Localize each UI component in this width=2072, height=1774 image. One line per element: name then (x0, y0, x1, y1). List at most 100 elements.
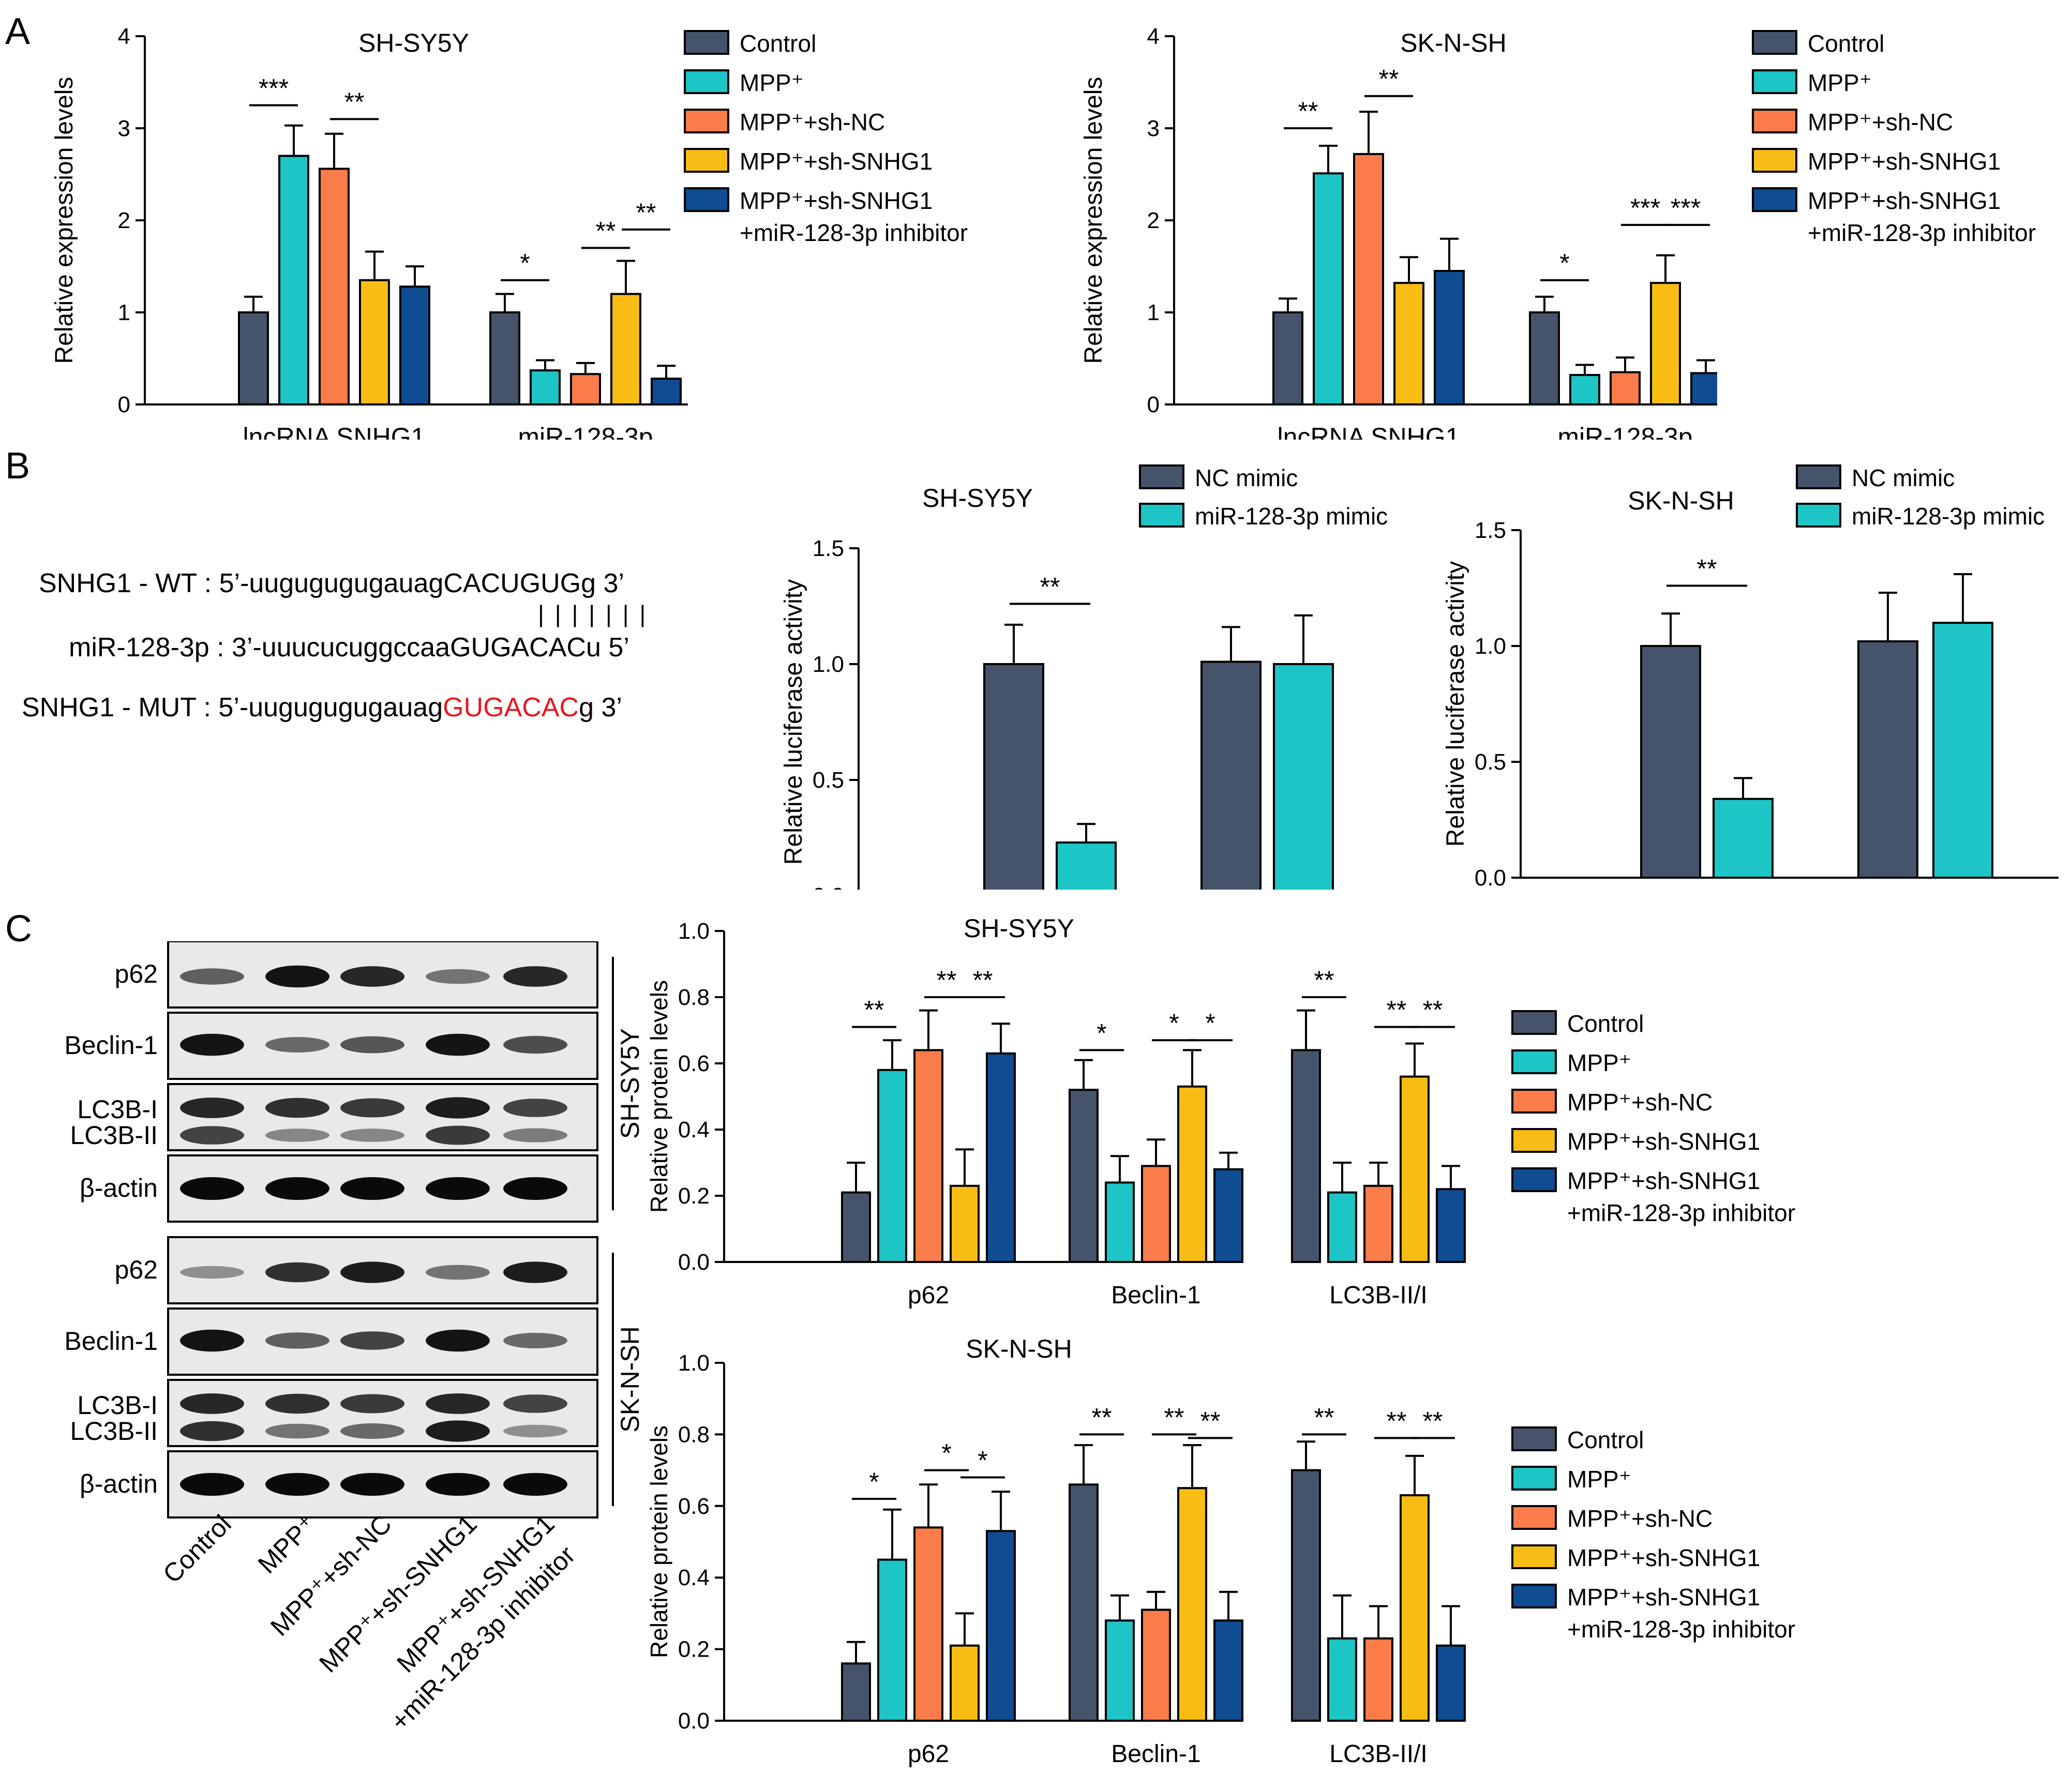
significance-marker: ** (1697, 554, 1717, 583)
legend-label: MPP⁺+sh-SNHG1 (740, 187, 933, 214)
legend-expression-sk-n-sh: Control MPP⁺ MPP⁺+sh-NC MPP⁺+sh-SNHG1 MPP⁺+s… (1752, 30, 2036, 246)
y-tick-label: 1.0 (1475, 634, 1506, 659)
x-tick-label: miR-128-3p (1557, 423, 1692, 440)
bar (1141, 1608, 1171, 1722)
bar (1105, 1181, 1135, 1264)
legend-label: MPP⁺+sh-NC (1808, 109, 1953, 136)
blot-row-label: LC3B-I (77, 1391, 158, 1420)
legend-label: MPP⁺ (1567, 1466, 1631, 1493)
blot-band (503, 1128, 567, 1142)
legend-label: Control (1567, 1426, 1644, 1453)
blot-band (426, 1473, 490, 1496)
legend-label: MPP⁺+sh-SNHG1 (1567, 1128, 1760, 1155)
blot-band (265, 1473, 329, 1496)
bar (1393, 282, 1424, 405)
significance-marker: ** (1200, 1406, 1221, 1435)
y-tick-label: 2 (1147, 208, 1160, 233)
y-tick-label: 1.0 (678, 1350, 710, 1376)
sequence-mut-suffix: g 3’ (579, 693, 622, 723)
legend-swatch (1511, 1089, 1557, 1114)
bar (986, 1530, 1016, 1722)
legend-label: MPP⁺+sh-NC (1567, 1505, 1713, 1532)
cell-line-label-sk-n-sh: SK-N-SH (615, 1326, 644, 1433)
legend-swatch (1511, 1010, 1557, 1035)
blot-row-label: LC3B-II (70, 1417, 158, 1446)
y-tick-label: 0.8 (678, 1422, 710, 1447)
blot-band (265, 1177, 329, 1200)
blot-band (503, 1424, 567, 1438)
bar (1069, 1483, 1099, 1722)
y-tick-label: 0 (118, 392, 130, 417)
legend-swatch (1752, 69, 1797, 94)
significance-marker: ** (1040, 573, 1060, 602)
y-tick-label: 0.0 (813, 883, 844, 890)
y-tick-label: 0.8 (678, 985, 710, 1010)
blot-band (340, 966, 404, 987)
blot-row-label: β-actin (80, 1174, 158, 1202)
legend-swatch (684, 148, 729, 173)
blot-band (340, 1036, 404, 1054)
bar (1177, 1085, 1207, 1263)
significance-marker: * (1169, 1009, 1179, 1038)
legend-label: MPP⁺+sh-SNHG1 (1567, 1584, 1760, 1611)
x-tick-label: p62 (908, 1740, 949, 1768)
expression-chart-sk-n-sh: SK-N-SH Relative expression levels 0 1 2 3 4 ln… (1080, 24, 1717, 440)
significance-marker: ** (344, 87, 365, 116)
blot-row-label: LC3B-I (77, 1095, 158, 1124)
panel-label-a: A (5, 11, 31, 52)
x-tick-label: lncRNA SNHG1 (243, 423, 426, 440)
blot-row-label: LC3B-II (70, 1121, 158, 1150)
bar (1069, 1089, 1099, 1263)
bar (1436, 1188, 1466, 1264)
bar (1569, 374, 1600, 405)
blot-band (180, 1177, 244, 1200)
y-tick-label: 2 (118, 208, 130, 233)
legend-label: miR-128-3p mimic (1852, 503, 2045, 530)
blot-band (426, 969, 490, 984)
blot-row-label: β-actin (80, 1469, 158, 1498)
y-tick-label: 1 (118, 300, 130, 325)
bar (1610, 371, 1641, 406)
legend-expression-sh-sy5y: Control MPP⁺ MPP⁺+sh-NC MPP⁺+sh-SNHG1 MPP⁺+s… (684, 30, 968, 246)
blot-band (180, 1473, 244, 1496)
significance-marker: *** (1630, 193, 1660, 222)
y-tick-label: 0 (1147, 392, 1160, 417)
y-tick-label: 1.5 (1475, 518, 1506, 543)
bar (1273, 663, 1334, 890)
bar (1105, 1619, 1135, 1722)
legend-label: miR-128-3p mimic (1195, 503, 1388, 530)
chart-title: SH-SY5Y (922, 484, 1033, 513)
y-tick-label: 1.5 (813, 536, 844, 561)
legend-swatch (1752, 30, 1797, 55)
legend-label-line2: +miR-128-3p inhibitor (1567, 1199, 1795, 1226)
bar (1056, 841, 1117, 890)
significance-marker: ** (1314, 1403, 1334, 1432)
significance-marker: ** (1314, 966, 1334, 995)
significance-marker: ** (1423, 1406, 1443, 1435)
y-tick-label: 1.0 (813, 652, 844, 677)
bar (1177, 1487, 1207, 1722)
bar (983, 663, 1044, 890)
y-tick-label: 0.6 (678, 1051, 710, 1076)
bar (1141, 1165, 1171, 1263)
legend-swatch (1511, 1466, 1557, 1491)
blot-band (503, 1394, 567, 1413)
blot-band (180, 1266, 244, 1279)
significance-marker: ** (1387, 996, 1407, 1025)
y-tick-label: 1 (1147, 300, 1160, 325)
blot-band (426, 1329, 490, 1352)
bar (1857, 640, 1918, 879)
significance-marker: *** (259, 74, 289, 103)
blot-band (340, 1098, 404, 1118)
significance-marker: ** (1298, 97, 1318, 126)
legend-label: MPP⁺+sh-SNHG1 (1567, 1167, 1760, 1194)
blot-band (265, 1262, 329, 1283)
blot-band (503, 1177, 567, 1200)
y-axis-label: Relative protein levels (645, 980, 672, 1213)
panel-label-c: C (5, 908, 32, 950)
legend-label: MPP⁺+sh-NC (1567, 1089, 1713, 1116)
legend-label-line2: +miR-128-3p inhibitor (1567, 1616, 1795, 1643)
legend-swatch (1511, 1049, 1557, 1074)
blot-band (503, 1261, 567, 1283)
y-tick-label: 0.2 (678, 1183, 710, 1209)
